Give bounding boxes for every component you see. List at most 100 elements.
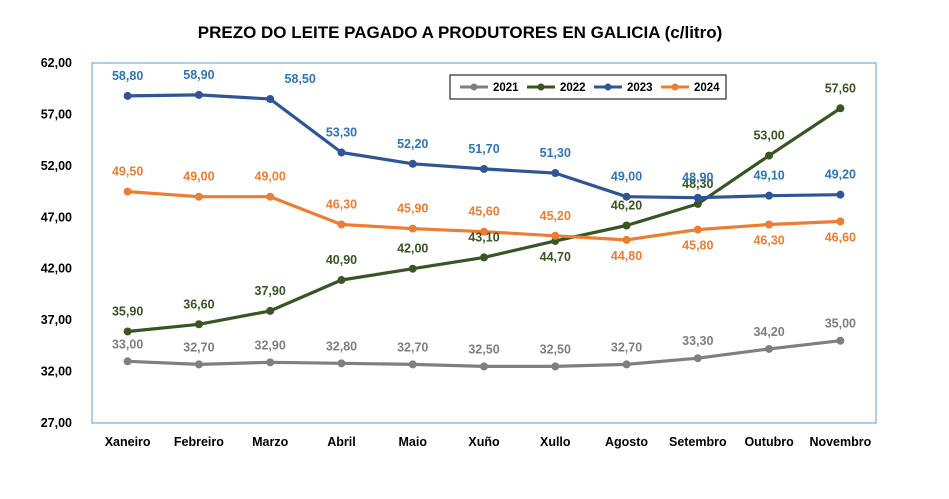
x-tick-label: Novembro <box>809 435 871 449</box>
data-label: 45,90 <box>397 202 428 216</box>
data-label: 37,90 <box>255 284 286 298</box>
data-label: 46,60 <box>825 230 856 244</box>
data-label: 33,30 <box>682 334 713 348</box>
x-tick-label: Setembro <box>669 435 727 449</box>
data-point <box>480 253 488 262</box>
data-label: 32,70 <box>183 340 214 354</box>
data-point <box>408 159 417 168</box>
data-point <box>836 336 845 345</box>
data-point <box>622 221 631 230</box>
series-2024 <box>123 187 845 244</box>
data-label: 51,70 <box>468 142 499 156</box>
data-label: 58,90 <box>183 68 214 82</box>
data-point <box>194 90 203 99</box>
data-point <box>480 227 488 236</box>
y-tick-label: 47,00 <box>41 210 72 224</box>
data-label: 49,50 <box>112 165 143 179</box>
x-tick-label: Maio <box>398 435 427 449</box>
data-label: 52,20 <box>397 137 428 151</box>
data-point <box>337 148 346 157</box>
series-lines <box>123 90 845 371</box>
data-label: 36,60 <box>183 297 214 311</box>
data-point <box>123 327 132 336</box>
data-label: 33,00 <box>112 337 143 351</box>
x-axis: Xaneiro Febreiro Marzo Abril Maio Xuño Xullo Ag… <box>105 435 872 449</box>
y-tick-label: 57,00 <box>41 107 72 121</box>
legend-item-2021: 2021 <box>460 82 519 94</box>
data-label: 46,20 <box>611 199 642 213</box>
data-label: 49,00 <box>183 170 214 184</box>
data-label: 57,60 <box>825 81 856 95</box>
data-label: 48,30 <box>682 177 713 191</box>
data-label: 45,80 <box>682 239 713 253</box>
series-2021 <box>123 336 845 371</box>
data-point <box>408 224 417 233</box>
data-point <box>551 169 560 178</box>
data-point <box>337 359 346 368</box>
data-point <box>123 357 132 366</box>
y-tick-label: 62,00 <box>41 56 72 70</box>
data-label: 35,00 <box>825 317 856 331</box>
x-tick-label: Xuño <box>468 435 500 449</box>
x-tick-label: Xaneiro <box>105 435 151 449</box>
data-point <box>480 164 488 173</box>
data-label: 46,30 <box>326 197 357 211</box>
y-tick-label: 37,00 <box>41 313 72 327</box>
data-label: 49,10 <box>753 169 784 183</box>
y-axis: 27,00 32,00 37,00 42,00 47,00 52,00 57,00 62,00 <box>41 56 72 430</box>
x-tick-label: Abril <box>327 435 355 449</box>
data-label: 48,90 <box>682 171 713 185</box>
data-label: 32,70 <box>397 340 428 354</box>
legend-item-2024: 2024 <box>661 82 720 94</box>
series-2023 <box>123 90 845 202</box>
data-point <box>266 95 275 103</box>
y-tick-label: 42,00 <box>41 262 72 276</box>
data-point <box>194 192 203 201</box>
legend-item-2023: 2023 <box>594 82 653 94</box>
x-tick-label: Agosto <box>605 435 648 449</box>
data-label: 32,90 <box>255 338 286 352</box>
chart-title: PREZO DO LEITE PAGADO A PRODUTORES EN GA… <box>198 23 723 42</box>
data-point <box>765 344 774 353</box>
legend-label: 2024 <box>694 82 720 94</box>
data-label: 43,10 <box>468 230 499 244</box>
data-label: 34,20 <box>753 325 784 339</box>
data-point <box>836 104 845 113</box>
x-tick-label: Outubro <box>744 435 794 449</box>
data-label: 32,50 <box>468 342 499 356</box>
legend-marker <box>537 83 545 91</box>
data-label: 51,30 <box>540 146 571 160</box>
data-point <box>337 276 346 285</box>
data-point <box>123 91 132 100</box>
data-point <box>836 190 845 199</box>
data-point <box>123 187 132 196</box>
data-point <box>480 362 488 371</box>
data-label: 49,20 <box>825 168 856 182</box>
legend-marker <box>604 83 612 91</box>
data-point <box>266 192 275 201</box>
data-label: 58,80 <box>112 69 143 83</box>
data-label: 49,00 <box>611 170 642 184</box>
data-point <box>622 360 631 369</box>
legend-marker <box>671 83 679 91</box>
y-tick-label: 27,00 <box>41 416 72 430</box>
legend-label: 2022 <box>560 82 586 94</box>
data-point <box>693 225 702 234</box>
data-point <box>765 191 774 200</box>
x-tick-label: Febreiro <box>174 435 224 449</box>
y-tick-label: 52,00 <box>41 159 72 173</box>
data-point <box>693 199 702 208</box>
legend: 2021 2022 2023 2024 <box>449 74 727 100</box>
data-label: 32,80 <box>326 339 357 353</box>
data-point <box>266 358 275 367</box>
data-label: 46,30 <box>753 233 784 247</box>
data-point <box>622 235 631 244</box>
data-point <box>765 220 774 229</box>
legend-marker <box>470 83 478 91</box>
data-labels: 33,00 32,70 32,90 32,80 32,70 32,50 32,50 32,70… <box>112 68 856 357</box>
data-point <box>693 193 702 202</box>
data-point <box>693 354 702 363</box>
data-label: 42,00 <box>397 242 428 256</box>
